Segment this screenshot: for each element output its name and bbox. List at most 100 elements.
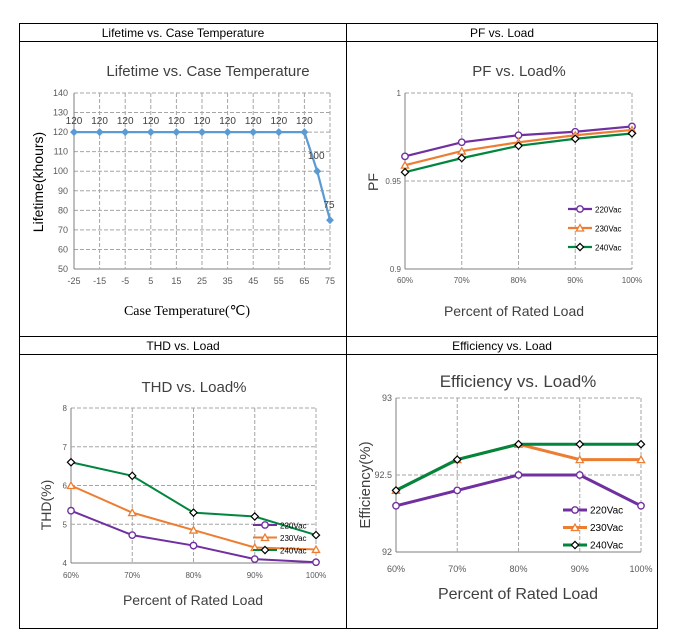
lifetime-x-tick-label: 35 xyxy=(223,276,233,286)
lifetime-data-label: 75 xyxy=(323,200,335,211)
lifetime-y-tick-label: 50 xyxy=(58,264,68,274)
lifetime-point xyxy=(198,128,206,137)
eff-x-tick-label: 90% xyxy=(571,564,589,574)
pf-x-tick-label: 60% xyxy=(397,276,413,285)
eff-legend-marker xyxy=(570,540,580,550)
thd-y-axis-label: THD(%) xyxy=(38,480,54,531)
thd-point-230Vac xyxy=(127,507,137,517)
eff-x-tick-label: 60% xyxy=(387,564,405,574)
lifetime-y-tick-label: 140 xyxy=(53,88,68,98)
header-thd: THD vs. Load xyxy=(146,339,220,353)
lifetime-point xyxy=(249,128,258,137)
lifetime-y-tick-label: 70 xyxy=(58,225,68,235)
thd-point-220Vac xyxy=(67,506,75,515)
eff-point-220Vac xyxy=(514,471,523,479)
pf-legend-label: 220Vac xyxy=(595,206,622,215)
lifetime-data-label: 120 xyxy=(245,116,262,127)
lifetime-point xyxy=(172,128,181,137)
thd-point-240Vac xyxy=(66,457,76,467)
lifetime-series-line xyxy=(74,131,332,221)
thd-point-230Vac xyxy=(66,480,76,490)
lifetime-x-tick-label: -5 xyxy=(121,276,129,286)
lifetime-y-axis-label: Lifetime(khours) xyxy=(30,132,46,232)
lifetime-x-tick-label: 25 xyxy=(197,276,207,286)
pf-point-240Vac xyxy=(457,153,467,163)
thd-y-tick-label: 8 xyxy=(63,404,68,413)
table-outer-border xyxy=(19,23,658,629)
thd-x-tick-label: 60% xyxy=(63,571,79,580)
pf-x-tick-label: 80% xyxy=(510,276,526,285)
eff-point-240Vac xyxy=(391,485,401,495)
thd-x-tick-label: 90% xyxy=(247,571,263,580)
thd-point-240Vac xyxy=(189,508,198,518)
header-lifetime: Lifetime vs. Case Temperature xyxy=(101,26,265,40)
lifetime-point xyxy=(223,128,232,137)
lifetime-data-label: 120 xyxy=(66,116,83,127)
thd-legend-marker xyxy=(260,545,270,555)
eff-x-tick-label: 80% xyxy=(509,564,527,574)
eff-point-220Vac xyxy=(392,501,400,510)
pf-point-240Vac xyxy=(400,167,410,177)
lifetime-y-tick-label: 120 xyxy=(53,127,68,137)
thd-x-tick-label: 80% xyxy=(185,571,201,580)
thd-point-240Vac xyxy=(127,471,137,481)
lifetime-y-tick-label: 130 xyxy=(53,108,68,118)
thd-x-tick-label: 100% xyxy=(306,571,326,580)
thd-legend-marker xyxy=(260,532,270,542)
eff-chart-title: Efficiency vs. Load% xyxy=(440,372,597,391)
eff-y-tick-label: 92.5 xyxy=(374,470,392,480)
pf-y-tick-label: 1 xyxy=(397,89,402,98)
lifetime-point xyxy=(326,216,334,225)
lifetime-point xyxy=(70,128,78,137)
lifetime-x-tick-label: -25 xyxy=(67,276,80,286)
eff-legend-label: 230Vac xyxy=(590,523,623,534)
thd-chart-title: THD vs. Load% xyxy=(141,379,246,396)
pf-x-tick-label: 90% xyxy=(567,276,583,285)
eff-x-axis-label: Percent of Rated Load xyxy=(438,586,598,603)
lifetime-x-tick-label: 75 xyxy=(325,276,335,286)
eff-legend-marker xyxy=(570,522,580,532)
thd-y-tick-label: 6 xyxy=(63,482,68,491)
lifetime-y-tick-label: 90 xyxy=(58,186,68,196)
thd-legend-label: 240Vac xyxy=(280,547,307,556)
pf-point-240Vac xyxy=(570,134,580,144)
eff-legend-label: 220Vac xyxy=(590,506,623,517)
eff-legend-marker xyxy=(571,506,579,514)
lifetime-x-tick-label: 45 xyxy=(248,276,258,286)
eff-point-240Vac xyxy=(514,439,523,449)
pf-y-tick-label: 0.9 xyxy=(390,265,402,274)
pf-x-axis-label: Percent of Rated Load xyxy=(444,303,584,319)
eff-point-240Vac xyxy=(452,455,462,465)
lifetime-data-label: 120 xyxy=(142,116,159,127)
pf-legend-marker xyxy=(575,223,585,232)
lifetime-x-tick-label: 55 xyxy=(274,276,284,286)
pf-legend-label: 240Vac xyxy=(595,244,622,253)
lifetime-point xyxy=(146,128,155,137)
header-pf: PF vs. Load xyxy=(469,26,535,40)
thd-point-230Vac xyxy=(188,525,199,534)
lifetime-data-label: 120 xyxy=(270,116,287,127)
lifetime-y-tick-label: 110 xyxy=(54,147,68,157)
lifetime-data-label: 120 xyxy=(117,116,134,127)
lifetime-y-tick-label: 100 xyxy=(53,166,68,176)
eff-y-axis-label: Efficiency(%) xyxy=(357,441,374,528)
thd-point-220Vac xyxy=(250,555,259,564)
lifetime-data-label: 120 xyxy=(168,116,185,127)
lifetime-chart-title: Lifetime vs. Case Temperature xyxy=(106,63,309,80)
pf-legend-marker xyxy=(576,205,584,213)
thd-point-230Vac xyxy=(311,544,321,554)
pf-point-220Vac xyxy=(457,138,466,147)
thd-y-tick-label: 7 xyxy=(63,443,68,452)
pf-point-220Vac xyxy=(401,152,409,161)
header-eff: Efficiency vs. Load xyxy=(452,339,552,353)
eff-point-230Vac xyxy=(636,454,646,464)
lifetime-x-tick-label: 5 xyxy=(148,276,153,286)
lifetime-data-label: 100 xyxy=(308,151,325,162)
lifetime-y-tick-label: 80 xyxy=(58,205,68,215)
eff-x-tick-label: 100% xyxy=(629,564,652,574)
